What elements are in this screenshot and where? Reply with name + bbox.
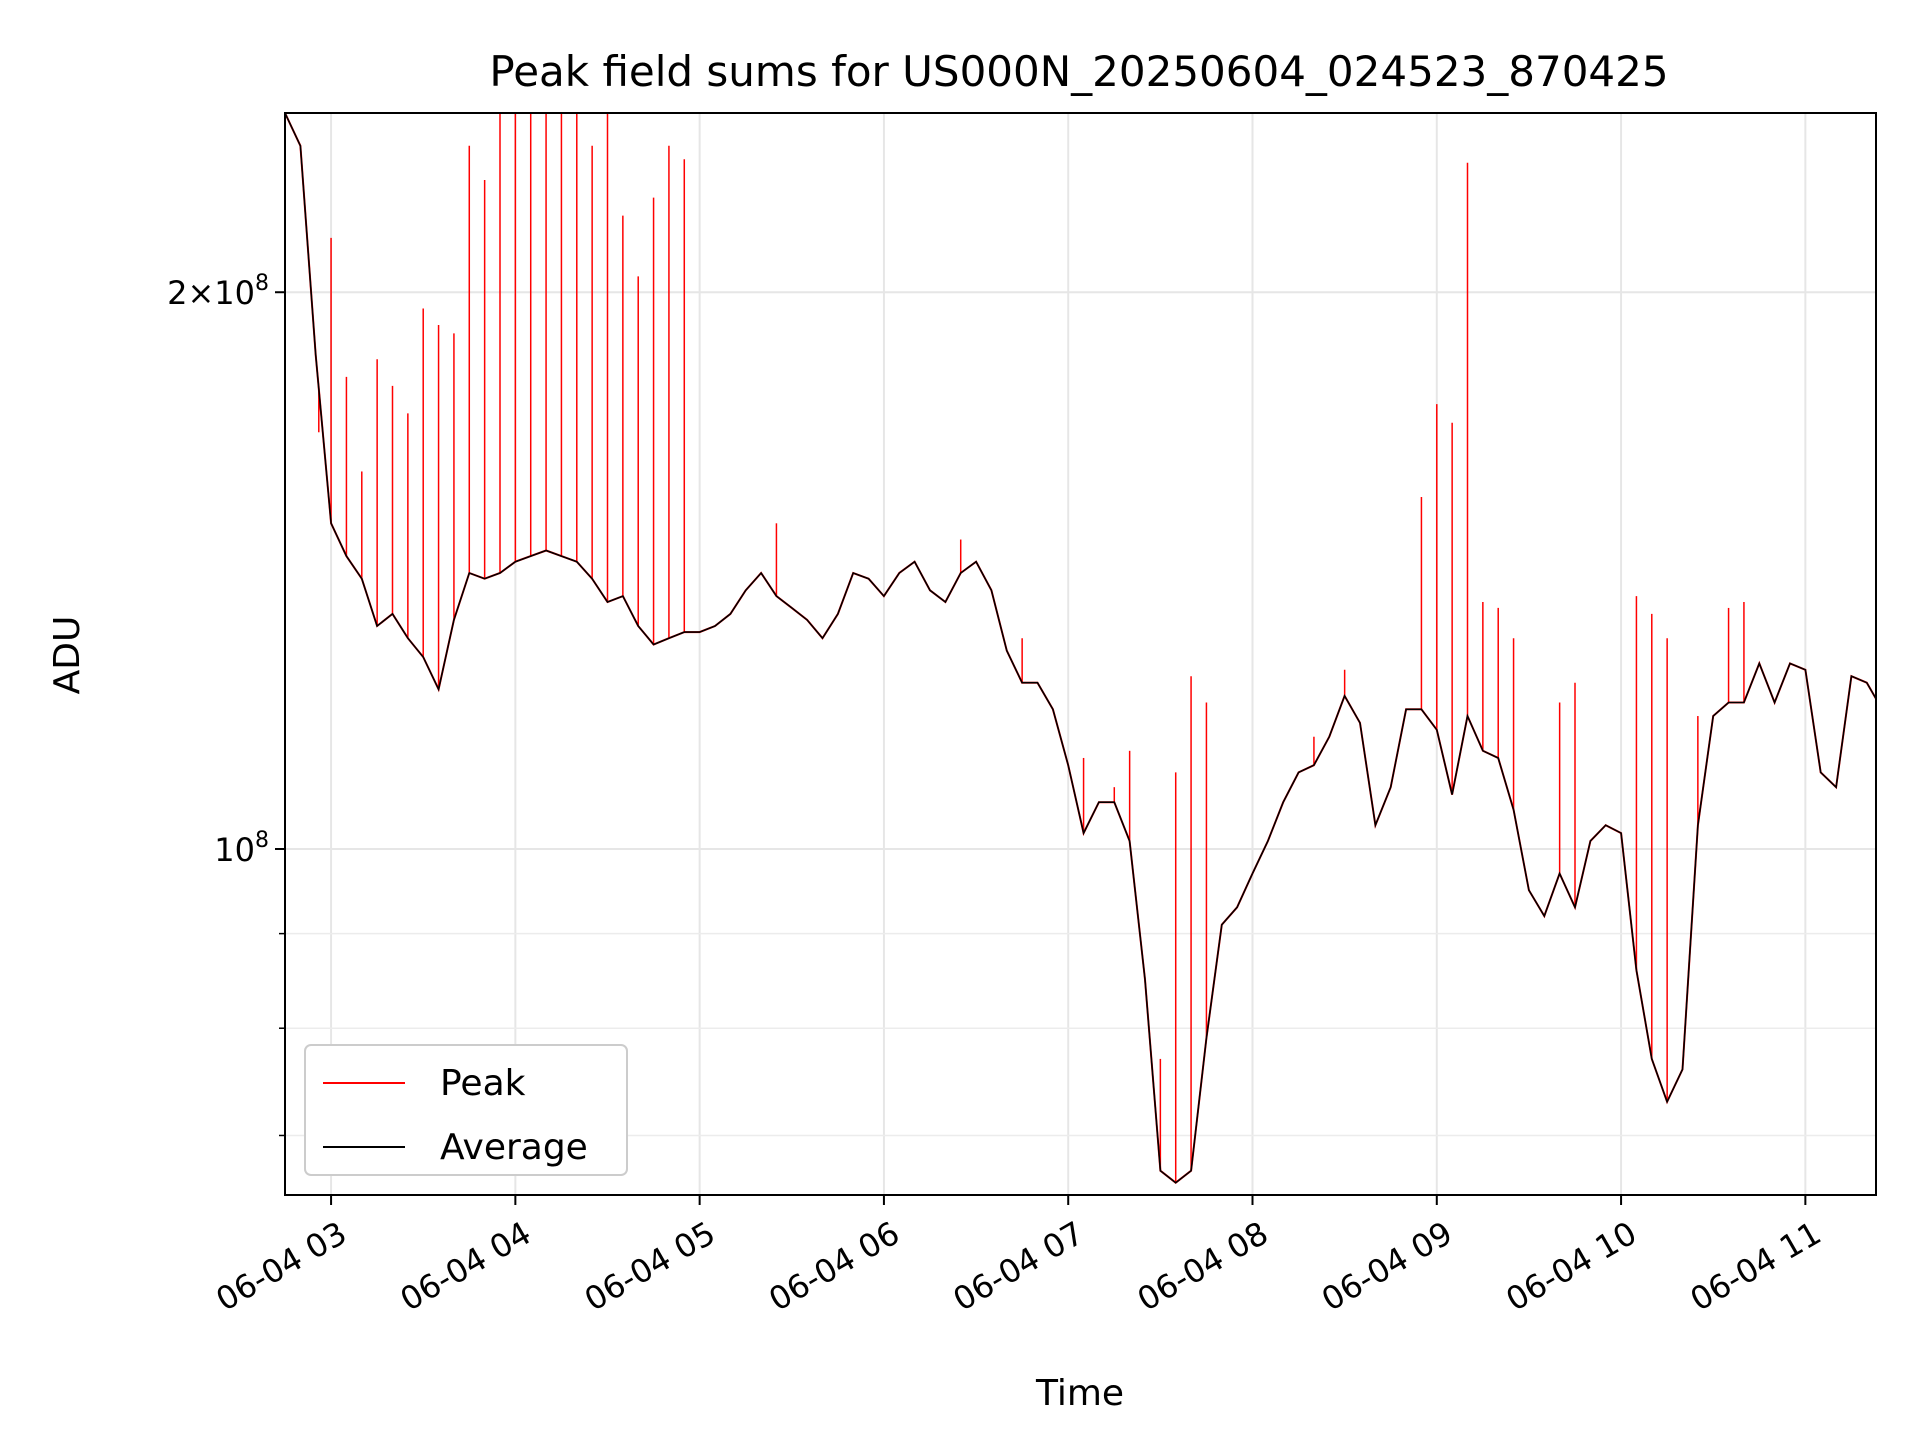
x-axis-label: Time — [1035, 1373, 1124, 1414]
legend-label: Peak — [440, 1063, 526, 1104]
chart-title: Peak field sums for US000N_20250604_0245… — [489, 47, 1668, 96]
series-line-average — [285, 113, 1876, 1184]
series-layer — [285, 113, 1876, 1184]
y-axis-label: ADU — [47, 616, 88, 695]
series-clip-group — [285, 113, 1876, 1184]
y-tick-label: 2×108 — [167, 271, 269, 312]
plot-frame — [284, 112, 1877, 1196]
y-tick-label: 108 — [214, 828, 269, 869]
legend: Peak Average — [304, 1044, 628, 1176]
y-axis: 108 2×108 — [167, 271, 285, 1137]
legend-label: Average — [440, 1127, 588, 1168]
legend-box — [304, 1044, 628, 1176]
grid — [285, 113, 1876, 1195]
